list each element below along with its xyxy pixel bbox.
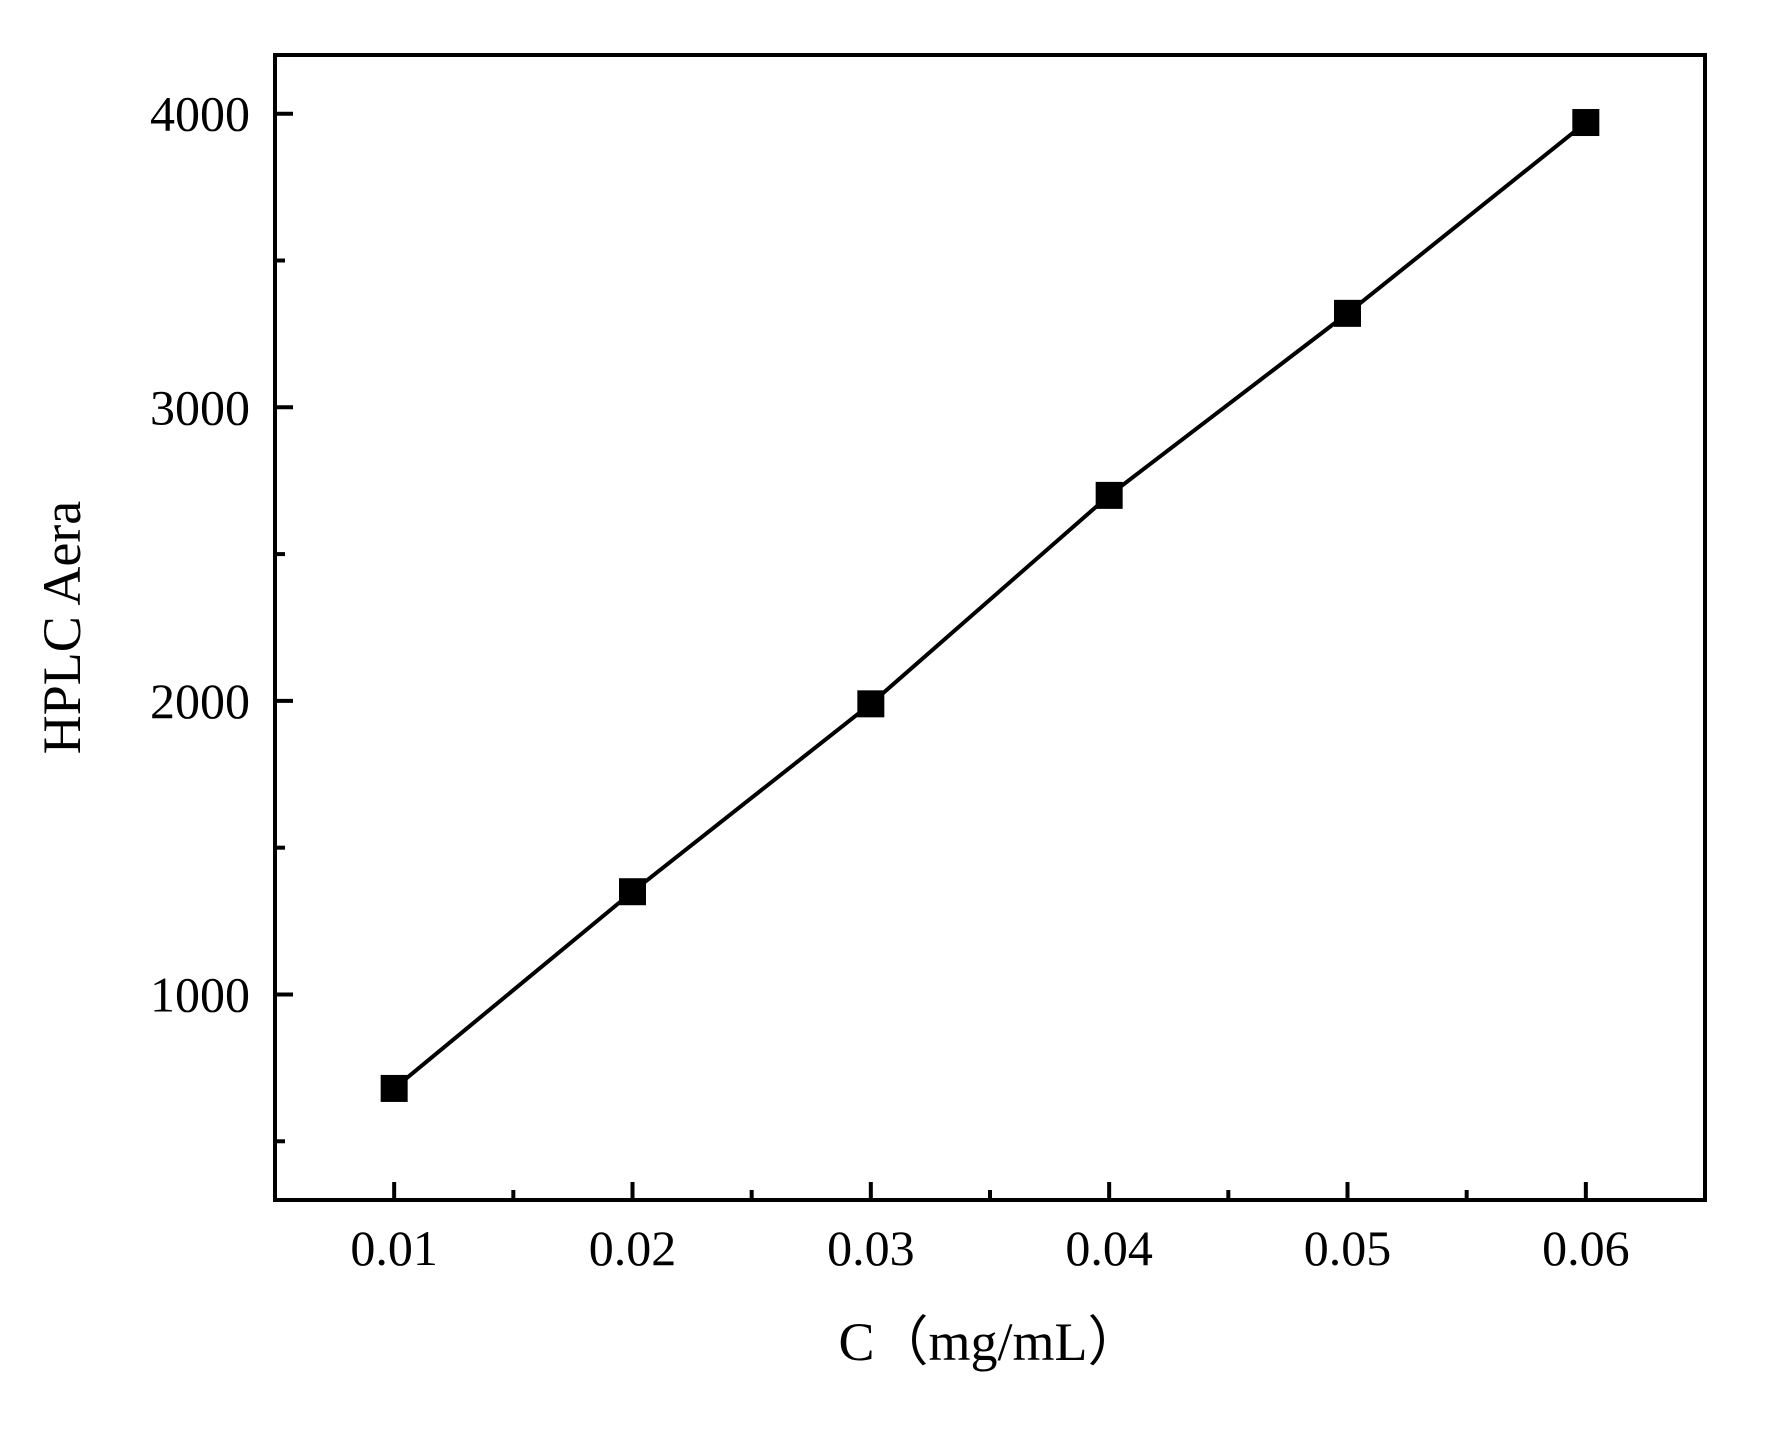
x-tick-label: 0.03 [827, 1220, 915, 1276]
y-tick-label: 4000 [150, 86, 250, 142]
fit-line [394, 123, 1586, 1089]
data-point [858, 691, 884, 717]
x-axis-label: C（mg/mL） [838, 1312, 1141, 1372]
y-tick-label: 1000 [150, 966, 250, 1022]
data-point [1096, 482, 1122, 508]
y-tick-label: 3000 [150, 379, 250, 435]
data-point [1335, 300, 1361, 326]
x-tick-label: 0.06 [1542, 1220, 1630, 1276]
data-point [1573, 110, 1599, 136]
x-tick-label: 0.02 [589, 1220, 677, 1276]
x-tick-label: 0.01 [350, 1220, 438, 1276]
x-tick-label: 0.05 [1304, 1220, 1392, 1276]
data-point [620, 879, 646, 905]
chart-svg: 0.01 0.02 0.03 0.04 0.05 0.06 1000 2000 3000 4000… [0, 0, 1780, 1451]
data-point [381, 1075, 407, 1101]
hplc-calibration-chart: 0.01 0.02 0.03 0.04 0.05 0.06 1000 2000 3000 4000… [0, 0, 1780, 1456]
y-axis-label: HPLC Aera [32, 501, 92, 755]
x-tick-label: 0.04 [1065, 1220, 1153, 1276]
y-tick-label: 2000 [150, 673, 250, 729]
plot-frame [275, 55, 1705, 1200]
